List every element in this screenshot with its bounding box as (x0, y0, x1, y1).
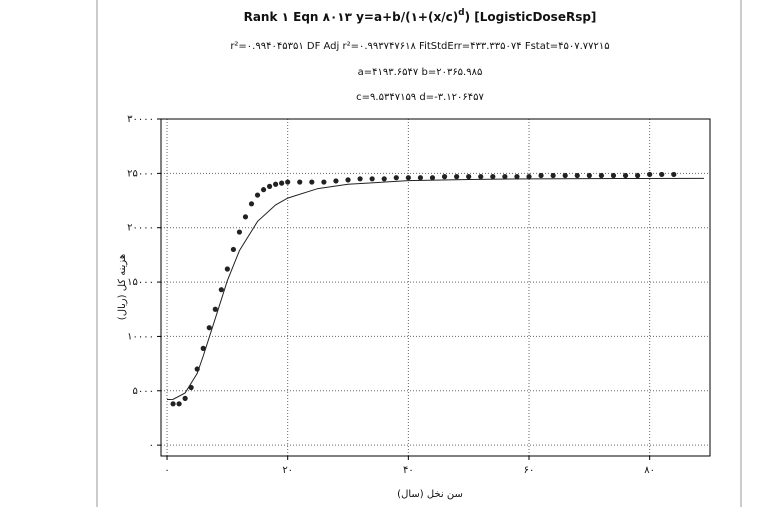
data-point (309, 179, 315, 185)
fit-line (167, 177, 704, 401)
data-point (550, 172, 556, 179)
data-point (236, 229, 243, 235)
data-point (206, 325, 212, 331)
plot-area (160, 118, 711, 457)
data-point (176, 401, 182, 407)
title-part: ) [LogisticDoseRsp] (465, 10, 597, 24)
data-point (297, 179, 303, 185)
x-tick-label: ۲۰ (282, 465, 293, 476)
chart-title: Rank ۱ Eqn ۸۰۱۳ y=a+b/(۱+(x/c)d) [Logist… (244, 8, 597, 24)
x-axis-label: سن نخل (سال) (397, 489, 463, 500)
data-point (200, 345, 206, 351)
data-point (266, 183, 273, 189)
data-point (230, 246, 236, 253)
data-point (357, 176, 363, 182)
x-tick-label: ۸۰ (644, 465, 655, 476)
data-point (610, 172, 617, 179)
data-point (285, 179, 291, 185)
y-tick-label: ۲۰۰۰۰ (127, 223, 154, 234)
data-point (254, 192, 261, 198)
y-tick-label: ۲۵۰۰۰ (127, 168, 154, 179)
y-tick-label: ۵۰۰۰ (133, 386, 154, 397)
data-point (659, 171, 665, 178)
data-point (466, 174, 472, 180)
data-point (260, 187, 267, 193)
subtitle: r²=۰.۹۹۴۰۴۵۳۵۱ DF Adj r²=۰.۹۹۳۷۴۷۶۱۸ Fit… (230, 41, 609, 52)
data-point (562, 172, 568, 179)
x-tick-label: ۰ (164, 465, 169, 476)
data-point (454, 174, 460, 180)
data-point (526, 174, 532, 180)
data-point (321, 179, 327, 185)
data-point (345, 177, 351, 183)
data-point (224, 266, 230, 272)
data-point (586, 172, 592, 179)
data-point (490, 174, 496, 180)
data-point (417, 175, 424, 181)
x-tick-label: ۶۰ (524, 465, 535, 476)
y-tick-label: ۳۰۰۰۰ (127, 114, 154, 125)
data-point (405, 175, 411, 181)
subtitle: c=۹.۵۳۴۷۱۵۹ d=-۳.۱۲۰۶۴۵۷ (356, 92, 484, 103)
data-point (218, 287, 224, 293)
data-point (429, 175, 436, 181)
title-part: Rank ۱ Eqn ۸۰۱۳ y=a+b/(۱+(x/c) (244, 10, 459, 24)
data-point (514, 174, 520, 180)
data-point (478, 174, 484, 180)
data-point (441, 174, 448, 180)
data-point (622, 172, 629, 179)
y-tick-label: ۱۰۰۰۰ (127, 331, 154, 342)
y-tick-label: ۰ (149, 440, 154, 451)
data-point (647, 171, 653, 178)
x-tick-label: ۴۰ (403, 465, 414, 476)
data-point (242, 214, 249, 220)
data-point (538, 172, 544, 179)
title-superscript: d (458, 8, 464, 18)
data-point (381, 176, 387, 182)
data-point (333, 178, 339, 184)
y-axis-label: هزینه کل (ریال) (117, 254, 128, 320)
data-point (635, 172, 641, 179)
data-point (279, 180, 285, 186)
data-point (369, 176, 375, 182)
subtitle: a=۴۱۹۳.۶۵۴۷ b=۲۰۳۶۵.۹۸۵ (358, 67, 483, 78)
data-point (598, 172, 605, 179)
data-point (212, 306, 218, 312)
data-point (248, 201, 255, 207)
data-point (182, 395, 188, 401)
data-point (502, 174, 508, 180)
data-point (170, 401, 176, 407)
data-point (574, 172, 580, 179)
data-point (671, 171, 677, 178)
data-point (273, 181, 279, 187)
data-point (393, 175, 399, 181)
y-tick-label: ۱۵۰۰۰ (127, 277, 154, 288)
